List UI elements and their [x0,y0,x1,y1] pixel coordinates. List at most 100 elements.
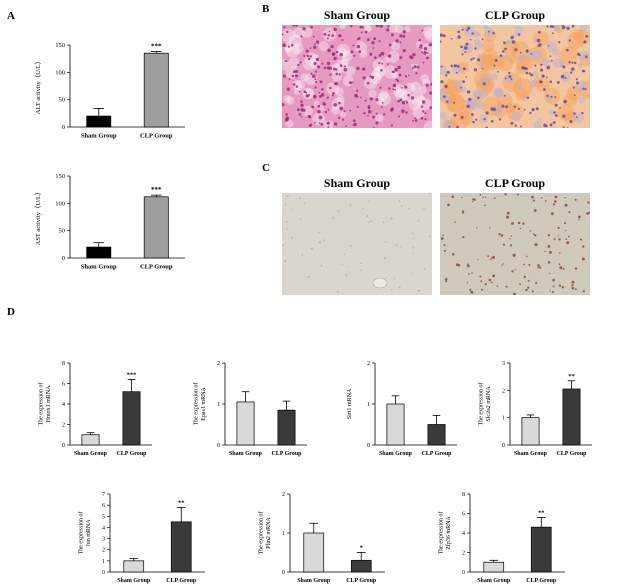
nucleus [569,120,573,123]
y-tick-label: 4 [62,402,65,408]
nucleus [423,51,427,55]
x-tick-label: CLP Group [166,578,197,584]
nucleus [552,278,555,282]
nucleus [318,115,323,120]
nucleus [468,97,472,101]
cell-space [344,65,356,77]
nucleus [553,111,556,114]
nucleus [538,30,541,34]
nucleus [320,93,325,97]
nucleus [313,61,317,66]
nucleus [473,68,478,72]
nucleus [451,253,455,256]
nucleus [362,67,366,71]
nucleus [502,243,505,246]
nucleus [420,116,424,120]
nucleus [558,252,561,254]
nucleus [285,113,288,116]
nucleus [307,57,311,61]
nucleus [360,31,363,34]
nucleus [330,45,334,49]
nucleus [520,125,522,128]
nucleus [504,193,507,196]
nucleus [321,88,324,91]
y-tick-label: 7 [102,492,105,498]
x-tick-label: Sham Group [477,578,511,584]
y-tick-label: 0 [282,570,285,576]
lipid-region [567,32,585,50]
nucleus [582,290,585,293]
nucleus [407,207,410,210]
nucleus [348,81,352,84]
y-tick-label: 0 [62,255,65,262]
nucleus [398,115,400,118]
cell-space [387,50,400,63]
cell-space [335,87,344,97]
nucleus [547,234,551,237]
y-tick-label: 100 [55,69,65,76]
lipid-region [533,30,549,47]
nucleus [370,75,375,80]
nucleus [550,212,554,216]
nucleus [303,202,306,205]
x-tick-label: Sham Group [379,451,413,457]
lipid-region [458,108,470,120]
significance-label: * [360,545,363,552]
nucleus [345,274,348,277]
nucleus [399,41,402,44]
panel-label-a: A [7,10,15,22]
nucleus [312,74,316,78]
nucleus [356,66,360,71]
nucleus [371,41,375,45]
nucleus [566,241,570,245]
cell-space [391,71,400,80]
cell-space [340,57,350,67]
nucleus [574,288,577,291]
nucleus [571,67,575,71]
bar [143,52,169,128]
nucleus [375,121,379,125]
nucleus [411,67,414,70]
nucleus [307,275,310,278]
lipid-region [563,111,577,124]
nucleus [297,63,300,67]
nucleus [568,211,571,214]
nucleus [499,54,503,57]
nucleus [344,65,346,68]
nucleus [353,54,356,57]
nucleus [352,81,354,83]
nucleus [306,54,310,58]
nucleus [488,278,492,282]
nucleus [547,45,550,47]
nucleus [327,48,331,53]
panel-label-d: D [7,306,15,318]
nucleus [300,100,303,103]
nucleus [450,64,454,68]
he-sham-title: Sham Group [323,8,391,22]
cell-space [505,73,515,83]
y-axis-label: The expression of [437,512,444,555]
nucleus [339,106,343,111]
nucleus [537,264,540,267]
nucleus [546,94,549,98]
nucleus [471,272,473,274]
nucleus [462,236,465,239]
nucleus [530,73,534,77]
cell-space [492,87,503,98]
nucleus [286,87,290,91]
cell-space [503,53,509,60]
cell-space [477,88,489,99]
x-tick-label: CLP Group [271,451,302,457]
nucleus [398,200,401,203]
nucleus [541,74,545,78]
nucleus [402,49,406,53]
zfp36-mrna-chart: 0 2 4 6 8 The expression of Zfp36 mRNA Sham Gro… [437,492,565,584]
nucleus [360,262,363,264]
nucleus [490,120,494,123]
bar [86,246,112,259]
nucleus [349,204,352,207]
y-tick-label: 0 [102,570,105,576]
nucleus [565,238,568,241]
lipid-region [445,93,465,113]
nucleus [571,286,574,290]
